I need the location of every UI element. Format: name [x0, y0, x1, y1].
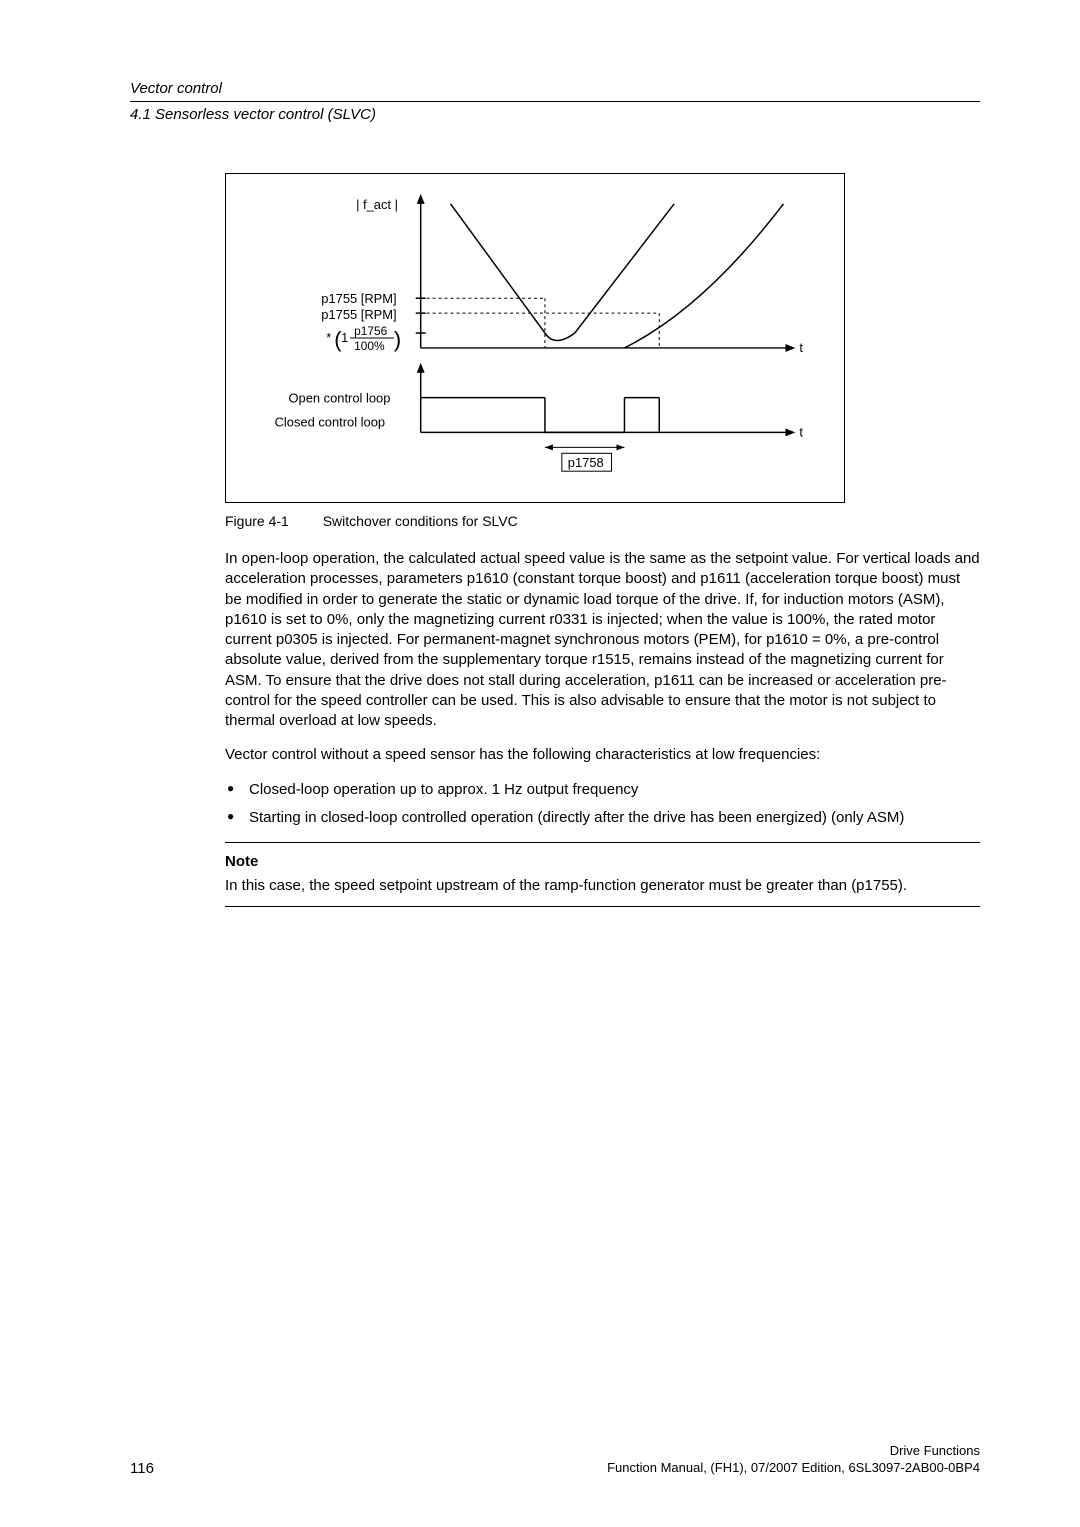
closed-loop-label: Closed control loop — [275, 414, 386, 429]
figure-caption: Figure 4-1 Switchover conditions for SLV… — [225, 513, 980, 529]
bullet-item-1: Closed-loop operation up to approx. 1 Hz… — [225, 780, 980, 800]
note-section: Note In this case, the speed setpoint up… — [225, 842, 980, 907]
t-label-1: t — [799, 340, 803, 355]
figure-caption-text: Switchover conditions for SLVC — [323, 513, 518, 529]
t-label-2: t — [799, 424, 803, 439]
figure-diagram: | f_act | p1755 [RPM] p1755 [RPM] * ( 1 … — [225, 173, 845, 503]
paragraph-2: Vector control without a speed sensor ha… — [225, 745, 980, 765]
page-header: Vector control 4.1 Sensorless vector con… — [130, 80, 980, 123]
tick-p1755-2: p1755 [RPM] — [321, 307, 396, 322]
open-loop-label: Open control loop — [289, 391, 391, 406]
footer-right: Drive Functions Function Manual, (FH1), … — [607, 1443, 980, 1477]
bullet-item-2: Starting in closed-loop controlled opera… — [225, 808, 980, 828]
tick-p1755-1: p1755 [RPM] — [321, 291, 396, 306]
footer-line-2: Function Manual, (FH1), 07/2007 Edition,… — [607, 1460, 980, 1477]
figure-caption-label: Figure 4-1 — [225, 513, 289, 529]
header-title: Vector control — [130, 80, 980, 97]
paragraph-1: In open-loop operation, the calculated a… — [225, 549, 980, 731]
p1758-label: p1758 — [568, 455, 604, 470]
fraction-numerator: p1756 — [354, 324, 387, 338]
header-subtitle: 4.1 Sensorless vector control (SLVC) — [130, 101, 980, 123]
note-text: In this case, the speed setpoint upstrea… — [225, 876, 980, 896]
note-label: Note — [225, 853, 980, 870]
fraction-denominator: 100% — [354, 339, 385, 353]
footer-line-1: Drive Functions — [607, 1443, 980, 1460]
fraction-star: * — [326, 330, 331, 345]
bullet-list: Closed-loop operation up to approx. 1 Hz… — [225, 780, 980, 829]
content-area: | f_act | p1755 [RPM] p1755 [RPM] * ( 1 … — [225, 173, 980, 907]
y-axis-label: | f_act | — [356, 197, 398, 212]
page-footer: 116 Drive Functions Function Manual, (FH… — [130, 1443, 980, 1477]
fraction-one: 1 — [341, 330, 348, 345]
diagram-svg: | f_act | p1755 [RPM] p1755 [RPM] * ( 1 … — [226, 174, 844, 502]
fraction-paren-close: ) — [394, 327, 401, 352]
page-number: 116 — [130, 1460, 154, 1477]
